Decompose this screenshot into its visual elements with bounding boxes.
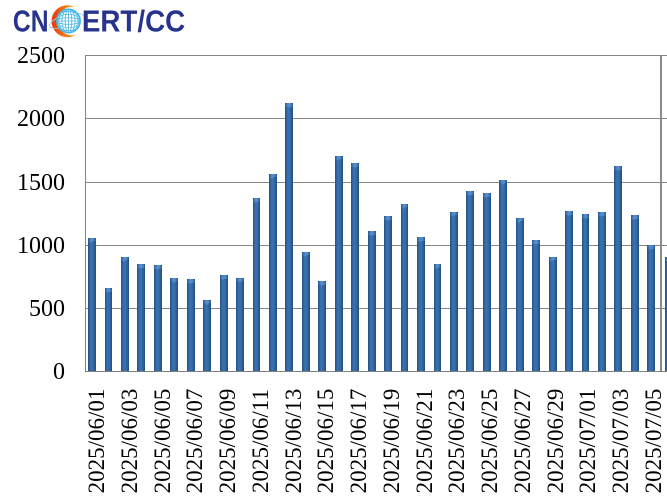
svg-text:ERT/CC: ERT/CC <box>82 5 185 38</box>
svg-text:CN: CN <box>13 4 49 38</box>
